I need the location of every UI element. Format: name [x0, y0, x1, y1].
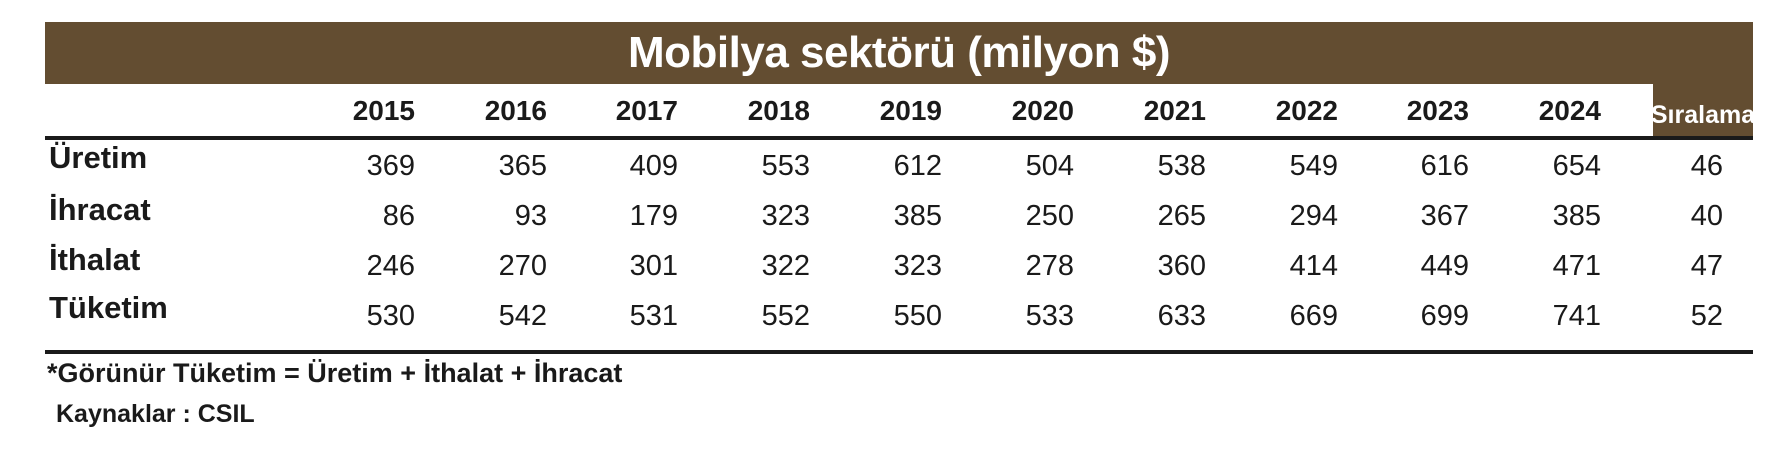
table-cell: 669 — [1289, 300, 1338, 332]
column-header-2021: 2021 — [1143, 95, 1206, 126]
table-row: Tüketim 530 542 531 552 550 533 633 669 699 741 52 — [45, 290, 1753, 342]
table-cell: 323 — [761, 200, 810, 232]
table-cell: 414 — [1289, 250, 1338, 282]
row-label: İthalat — [49, 242, 141, 277]
column-header-2015: 2015 — [352, 95, 415, 126]
column-header-2023: 2023 — [1406, 95, 1469, 126]
table-cell: 531 — [629, 300, 678, 332]
rank-cell: 52 — [1690, 300, 1723, 332]
table-cell: 449 — [1420, 250, 1469, 282]
table-body: Üretim 369 365 409 553 612 504 538 549 616 654 46 İh… — [45, 140, 1753, 348]
header-rule — [45, 136, 1753, 140]
column-header-2017: 2017 — [615, 95, 678, 126]
table-cell: 409 — [629, 150, 678, 182]
chart-title: Mobilya sektörü (milyon $) — [628, 28, 1170, 77]
table-cell: 550 — [893, 300, 942, 332]
table-cell: 538 — [1157, 150, 1206, 182]
table-cell: 369 — [366, 150, 415, 182]
table-cell: 322 — [761, 250, 810, 282]
table-cell: 301 — [629, 250, 678, 282]
table-cell: 542 — [498, 300, 547, 332]
table-cell: 549 — [1289, 150, 1338, 182]
table-cell: 360 — [1157, 250, 1206, 282]
rank-cell: 47 — [1690, 250, 1723, 282]
table-row: İhracat 86 93 179 323 385 250 265 294 367 385 40 — [45, 190, 1753, 242]
rank-cell: 40 — [1690, 200, 1723, 232]
rank-header-label: Sıralama — [1650, 101, 1756, 129]
table-cell: 699 — [1420, 300, 1469, 332]
table-cell: 616 — [1420, 150, 1469, 182]
column-header-2020: 2020 — [1011, 95, 1074, 126]
table-cell: 250 — [1025, 200, 1074, 232]
table-cell: 504 — [1025, 150, 1074, 182]
table-row: İthalat 246 270 301 322 323 278 360 414 449 471 47 — [45, 240, 1753, 292]
column-header-2019: 2019 — [879, 95, 942, 126]
table-cell: 278 — [1025, 250, 1074, 282]
table-cell: 270 — [498, 250, 547, 282]
row-label: Üretim — [49, 140, 148, 175]
title-banner: Mobilya sektörü (milyon $) — [45, 22, 1753, 84]
table-row: Üretim 369 365 409 553 612 504 538 549 616 654 46 — [45, 140, 1753, 192]
table-cell: 385 — [1552, 200, 1601, 232]
column-header-row: Sıralama 2015 2016 2017 2018 2019 2020 2021 202… — [45, 84, 1756, 136]
column-header-2024: 2024 — [1538, 95, 1601, 126]
table-cell: 265 — [1157, 200, 1206, 232]
column-header-2018: 2018 — [747, 95, 810, 126]
table-cell: 246 — [366, 250, 415, 282]
footnote: *Görünür Tüketim = Üretim + İthalat + İh… — [47, 358, 623, 388]
table-cell: 367 — [1420, 200, 1469, 232]
row-label: İhracat — [49, 192, 151, 227]
table-cell: 533 — [1025, 300, 1074, 332]
row-label: Tüketim — [49, 290, 168, 325]
table-cell: 471 — [1552, 250, 1601, 282]
table-cell: 385 — [893, 200, 942, 232]
rank-header-cell: Sıralama — [1650, 84, 1756, 136]
table-cell: 93 — [514, 200, 547, 232]
table-cell: 86 — [382, 200, 415, 232]
table-cell: 179 — [629, 200, 678, 232]
bottom-rule — [45, 350, 1753, 354]
source-note: Kaynaklar : CSIL — [56, 400, 255, 428]
table-cell: 530 — [366, 300, 415, 332]
table-cell: 552 — [761, 300, 810, 332]
table-cell: 323 — [893, 250, 942, 282]
table-cell: 633 — [1157, 300, 1206, 332]
rank-cell: 46 — [1690, 150, 1723, 182]
table-cell: 654 — [1552, 150, 1601, 182]
table-cell: 365 — [498, 150, 547, 182]
column-header-2022: 2022 — [1275, 95, 1338, 126]
table-cell: 553 — [761, 150, 810, 182]
table-cell: 294 — [1289, 200, 1338, 232]
table-cell: 612 — [893, 150, 942, 182]
table-cell: 741 — [1552, 300, 1601, 332]
column-header-2016: 2016 — [484, 95, 547, 126]
